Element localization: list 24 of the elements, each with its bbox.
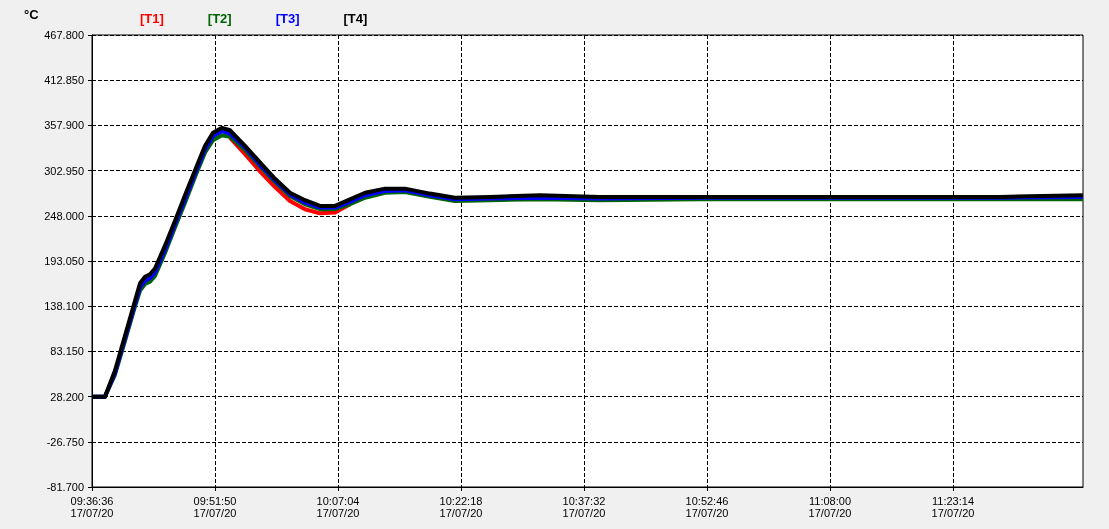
y-tick-label: -81.700	[46, 481, 84, 493]
x-tick-label: 09:36:36 17/07/20	[70, 495, 114, 519]
x-tick-label: 10:07:04 17/07/20	[316, 495, 360, 519]
y-tick-label: 412.850	[44, 74, 84, 87]
y-tick-label: 138.100	[44, 300, 84, 313]
y-tick-label: 357.900	[44, 119, 84, 132]
y-tick-label: 467.800	[44, 29, 84, 41]
y-tick-label: 28.200	[50, 390, 84, 403]
y-tick-label: 193.050	[44, 255, 84, 267]
x-tick-label: 11:08:00 17/07/20	[808, 495, 852, 519]
x-tick-label: 11:23:14 17/07/20	[931, 495, 975, 519]
x-tick-label: 09:51:50 17/07/20	[193, 495, 237, 519]
text: [T1]	[140, 10, 164, 26]
y-tick-label: -26.750	[46, 435, 84, 448]
y-axis-title: °C	[24, 7, 40, 22]
text: [T2]	[207, 10, 232, 26]
y-tick-label: 83.150	[50, 345, 84, 358]
text: [T4]	[343, 10, 368, 26]
x-tick-label: 10:22:18 17/07/20	[439, 495, 483, 519]
x-tick-label: 10:37:32 17/07/20	[562, 495, 606, 519]
text: [T3]	[275, 10, 300, 26]
x-tick-label: 10:52:46 17/07/20	[685, 495, 729, 519]
y-tick-label: 302.950	[44, 164, 84, 177]
y-tick-label: 248.000	[44, 209, 84, 222]
